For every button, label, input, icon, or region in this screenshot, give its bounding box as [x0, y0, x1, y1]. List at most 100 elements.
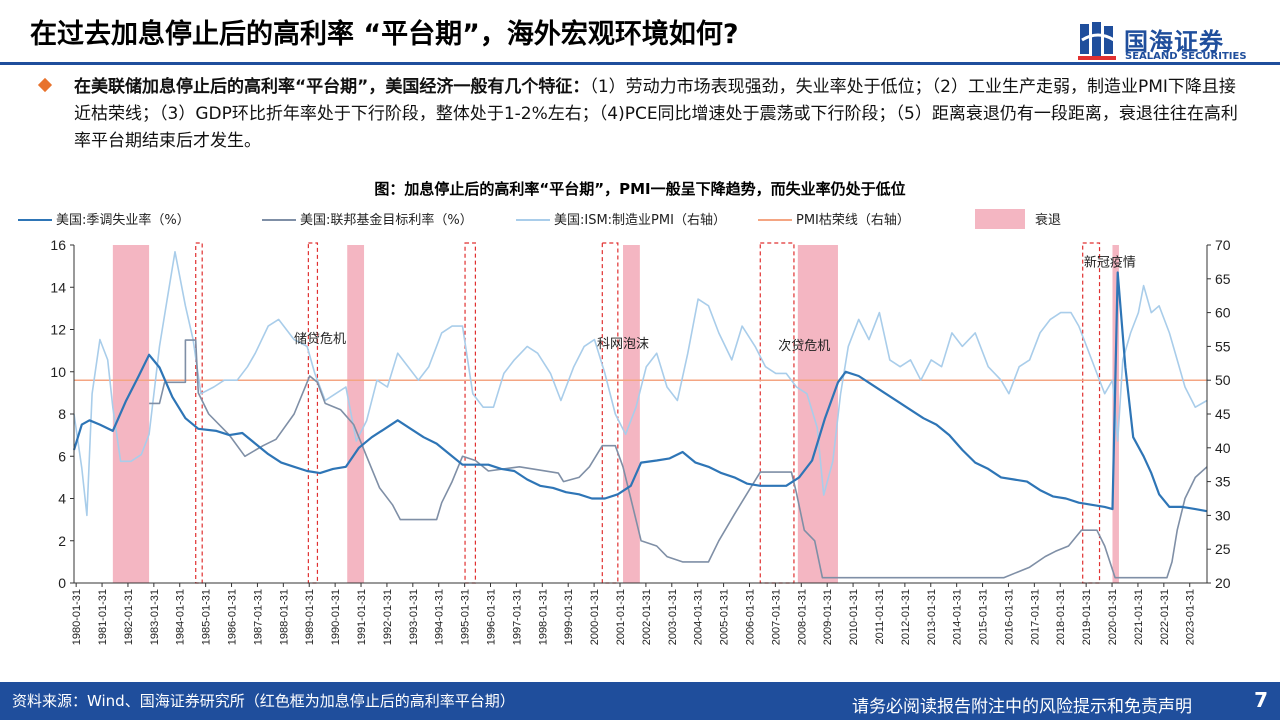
annotations: 储贷危机 科网泡沫 次贷危机 新冠疫情 [294, 255, 1136, 354]
y-right-tick-label-0: 20 [1215, 575, 1231, 591]
x-tick-label-0: 1980-01-31 [71, 589, 83, 645]
y-left-tick-label-6: 12 [50, 322, 66, 338]
slide-title: 在过去加息停止后的高利率 “平台期”，海外宏观环境如何? [30, 19, 739, 50]
x-tick-label-27: 2007-01-31 [770, 589, 782, 645]
x-tick-label-20: 2000-01-31 [589, 589, 601, 645]
plateau-box-0 [195, 242, 203, 584]
x-tick-label-22: 2002-01-31 [641, 589, 653, 645]
footer-bar: 资料来源：Wind、国海证券研究所（红色框为加息停止后的高利率平台期） 请务必阅… [0, 682, 1280, 720]
legend-label-recession: 衰退 [1035, 212, 1061, 228]
x-tick-label-36: 2016-01-31 [1003, 589, 1015, 645]
x-tick-label-37: 2017-01-31 [1029, 589, 1041, 645]
key-points-body: （1）劳动力市场表现强劲，失业率处于低位；（2）工业生产走弱，制造业PMI下降且… [74, 77, 1238, 151]
x-tick-label-10: 1990-01-31 [330, 589, 342, 645]
y-right-tick-label-4: 40 [1215, 440, 1231, 456]
series-line-unemployment [72, 271, 1208, 513]
y-right-tick-label-5: 45 [1215, 406, 1231, 422]
y-right-tick-label-2: 30 [1215, 507, 1231, 523]
recession-band-3 [797, 245, 838, 583]
y-left-tick-label-0: 0 [58, 575, 66, 591]
annotation-3: 新冠疫情 [1084, 255, 1136, 271]
x-tick-label-43: 2023-01-31 [1185, 589, 1197, 645]
plateau-box-3 [601, 242, 619, 584]
series-line-pmi [73, 251, 1208, 517]
key-points-lead: 在美联储加息停止后的高利率“平台期”，美国经济一般有几个特征： [74, 77, 590, 97]
y-right-tick-label-10: 70 [1215, 237, 1231, 253]
x-tick-label-40: 2020-01-31 [1107, 589, 1119, 645]
x-tick-label-28: 2008-01-31 [796, 589, 808, 645]
y-right-tick-label-3: 35 [1215, 474, 1231, 490]
x-tick-label-7: 1987-01-31 [252, 589, 264, 645]
annotation-1: 科网泡沫 [597, 337, 649, 352]
x-tick-label-2: 1982-01-31 [123, 589, 135, 645]
plateau-box-1 [307, 242, 319, 584]
x-tick-label-9: 1989-01-31 [304, 589, 316, 645]
x-tick-label-31: 2011-01-31 [874, 589, 886, 644]
x-tick-label-17: 1997-01-31 [511, 589, 523, 645]
x-tick-label-30: 2010-01-31 [848, 589, 860, 645]
x-tick-label-29: 2009-01-31 [822, 589, 834, 645]
legend-label-pmi_line: PMI枯荣线（右轴） [796, 213, 910, 228]
recession-bands [112, 245, 1119, 583]
x-tick-label-11: 1991-01-31 [356, 589, 368, 645]
x-tick-label-19: 1999-01-31 [563, 589, 575, 645]
y-right-tick-label-8: 60 [1215, 305, 1231, 321]
x-tick-label-8: 1988-01-31 [278, 589, 290, 645]
legend: 美国:季调失业率（%） 美国:联邦基金目标利率（%） 美国:ISM:制造业PMI（右… [18, 209, 1061, 229]
x-tick-label-33: 2013-01-31 [926, 589, 938, 645]
x-tick-label-25: 2005-01-31 [719, 589, 731, 645]
y-right-tick-label-9: 65 [1215, 271, 1231, 287]
plateau-box-2 [464, 242, 477, 584]
annotation-2: 次贷危机 [778, 338, 830, 354]
x-tick-label-38: 2018-01-31 [1055, 589, 1067, 645]
key-points: 在美联储加息停止后的高利率“平台期”，美国经济一般有几个特征：（1）劳动力市场表… [42, 74, 1242, 155]
legend-label-pmi: 美国:ISM:制造业PMI（右轴） [554, 213, 726, 228]
x-tick-label-21: 2001-01-31 [615, 589, 627, 645]
x-tick-label-3: 1983-01-31 [149, 589, 161, 645]
x-tick-label-16: 1996-01-31 [486, 589, 498, 645]
footer-disclaimer: 请务必阅读报告附注中的风险提示和免责声明 [852, 697, 1192, 717]
series-line-fed_funds [149, 339, 1208, 579]
legend-label-unemployment: 美国:季调失业率（%） [56, 212, 190, 228]
x-tick-label-5: 1985-01-31 [201, 589, 213, 645]
legend-label-fed_funds: 美国:联邦基金目标利率（%） [300, 212, 473, 228]
page-number: 7 [1254, 688, 1268, 712]
y-left-tick-label-5: 10 [50, 364, 66, 380]
y-right-tick-label-7: 55 [1215, 338, 1231, 354]
x-tick-label-1: 1981-01-31 [97, 589, 109, 645]
logo-chinese-name: 国海证券 [1124, 28, 1224, 56]
y-right-tick-label-1: 25 [1215, 541, 1231, 557]
x-tick-label-14: 1994-01-31 [434, 589, 446, 645]
logo-english-name: SEALAND SECURITIES [1125, 51, 1247, 62]
recession-band-2 [623, 245, 640, 583]
x-tick-label-15: 1995-01-31 [460, 589, 472, 645]
x-tick-label-24: 2004-01-31 [693, 589, 705, 645]
x-tick-label-26: 2006-01-31 [744, 589, 756, 645]
chart: 0 2 4 6 8 10 12 14 16 20 25 30 35 40 45 50 55 60 65 70 1980-… [18, 209, 1231, 645]
annotation-0: 储贷危机 [294, 332, 346, 347]
sealand-logo-icon [1078, 22, 1116, 60]
y-left-tick-label-7: 14 [50, 279, 66, 295]
x-tick-label-18: 1998-01-31 [537, 589, 549, 645]
legend-swatch-recession [975, 209, 1025, 229]
y-left-tick-label-4: 8 [58, 406, 66, 422]
series-layer [72, 251, 1208, 579]
recession-band-1 [347, 245, 365, 583]
x-tick-label-42: 2022-01-31 [1159, 589, 1171, 645]
x-tick-label-32: 2012-01-31 [900, 589, 912, 645]
x-tick-label-39: 2019-01-31 [1081, 589, 1093, 645]
y-left-tick-label-2: 4 [58, 491, 66, 507]
x-tick-label-35: 2015-01-31 [978, 589, 990, 645]
x-tick-label-4: 1984-01-31 [175, 589, 187, 645]
x-tick-label-13: 1993-01-31 [408, 589, 420, 645]
y-left-tick-label-3: 6 [58, 448, 66, 464]
chart-title: 图：加息停止后的高利率“平台期”，PMI一般呈下降趋势，而失业率仍处于低位 [374, 180, 906, 198]
plateau-boxes [195, 242, 1101, 584]
x-tick-label-6: 1986-01-31 [227, 589, 239, 645]
recession-band-0 [112, 245, 150, 583]
y-left-tick-label-8: 16 [50, 237, 66, 253]
x-tick-label-41: 2021-01-31 [1133, 589, 1145, 645]
company-logo: 国海证券 SEALAND SECURITIES [1078, 20, 1268, 66]
y-left-tick-label-1: 2 [58, 533, 66, 549]
footer-source: 资料来源：Wind、国海证券研究所（红色框为加息停止后的高利率平台期） [12, 692, 515, 710]
